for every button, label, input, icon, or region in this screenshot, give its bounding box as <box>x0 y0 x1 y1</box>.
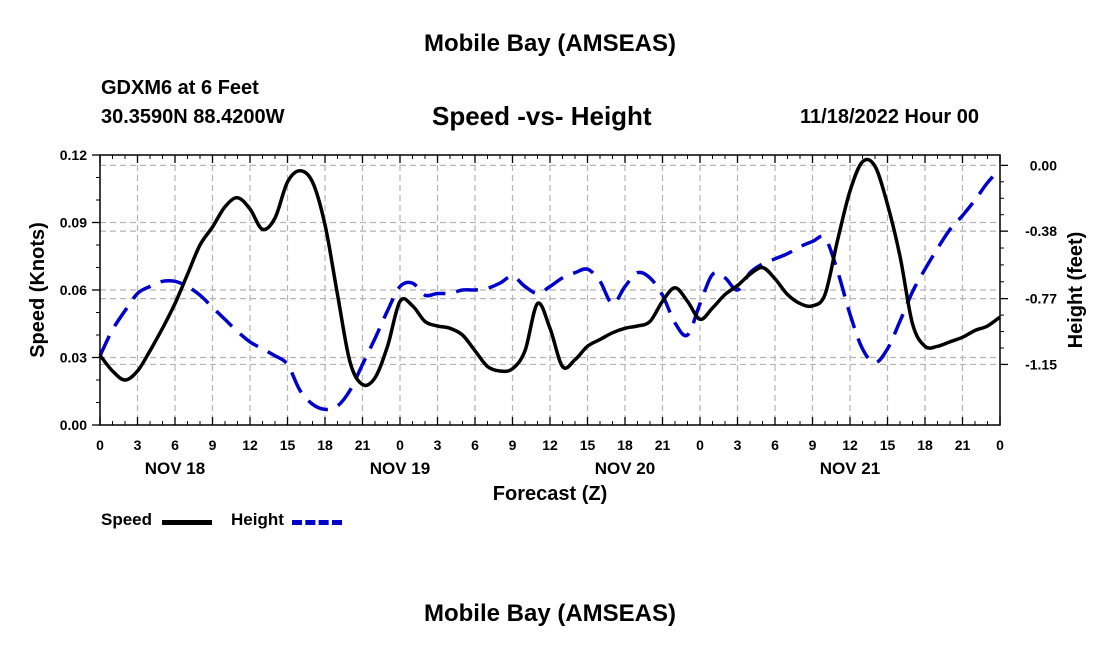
day-label: NOV 18 <box>145 459 205 478</box>
x-tick-label: 15 <box>880 437 896 453</box>
x-tick-label: 0 <box>96 437 104 453</box>
x-tick-label: 3 <box>734 437 742 453</box>
x-tick-label: 18 <box>317 437 333 453</box>
axes: 0 3 6 9 12 15 18 21 0 3 6 9 12 15 18 21 0 3 6 9 12 15 18 21 0 NOV… <box>60 147 1057 478</box>
chart-subtitle: Speed -vs- Height <box>432 101 652 131</box>
y-tick-label: 0.00 <box>60 417 87 433</box>
y-tick-label: 0.12 <box>60 147 87 163</box>
x-tick-label: 15 <box>280 437 296 453</box>
series-line-height <box>98 167 1002 412</box>
x-tick-label: 0 <box>396 437 404 453</box>
x-tick-label: 15 <box>580 437 596 453</box>
x-tick-label: 0 <box>996 437 1004 453</box>
station-label: GDXM6 at 6 Feet <box>101 77 259 99</box>
grid <box>100 155 1000 425</box>
y2-tick-label: -0.38 <box>1025 223 1057 239</box>
legend-speed-swatch <box>162 520 212 525</box>
x-tick-label: 6 <box>171 437 179 453</box>
footer-title: Mobile Bay (AMSEAS) <box>423 600 677 627</box>
day-label: NOV 19 <box>370 459 430 478</box>
y2-axis-label: Height (feet) <box>1065 232 1087 349</box>
x-tick-label: 0 <box>696 437 704 453</box>
y2-tick-label: 0.00 <box>1030 157 1057 173</box>
series-layer <box>98 157 1002 412</box>
y-axis-label: Speed (Knots) <box>27 222 49 358</box>
day-label: NOV 20 <box>595 459 655 478</box>
y-tick-label: 0.03 <box>60 350 87 366</box>
y-tick-label: 0.06 <box>60 282 87 298</box>
x-tick-label: 21 <box>955 437 971 453</box>
forecast-datetime: 11/18/2022 Hour 00 <box>800 106 980 128</box>
series-line-speed <box>98 157 1002 388</box>
x-tick-label: 9 <box>509 437 517 453</box>
x-tick-label: 6 <box>771 437 779 453</box>
x-tick-label: 6 <box>471 437 479 453</box>
x-tick-label: 12 <box>542 437 558 453</box>
legend-height-swatch <box>292 520 342 525</box>
x-tick-label: 18 <box>617 437 633 453</box>
y2-tick-label: -1.15 <box>1025 356 1057 372</box>
legend-speed-label: Speed <box>101 510 153 529</box>
x-tick-label: 12 <box>842 437 858 453</box>
day-label: NOV 21 <box>820 459 880 478</box>
x-tick-label: 3 <box>134 437 142 453</box>
y-tick-label: 0.09 <box>60 215 87 231</box>
x-tick-label: 3 <box>434 437 442 453</box>
y2-tick-label: -0.77 <box>1025 291 1057 307</box>
station-coordinates: 30.3590N 88.4200W <box>101 106 285 128</box>
chart-title: Mobile Bay (AMSEAS) <box>423 30 677 57</box>
legend-height-label: Height <box>231 510 284 529</box>
x-axis-label: Forecast (Z) <box>493 483 607 505</box>
x-tick-label: 21 <box>655 437 671 453</box>
x-tick-label: 9 <box>209 437 217 453</box>
x-tick-label: 12 <box>242 437 258 453</box>
x-tick-label: 9 <box>809 437 817 453</box>
x-tick-label: 21 <box>355 437 371 453</box>
x-tick-label: 18 <box>917 437 933 453</box>
